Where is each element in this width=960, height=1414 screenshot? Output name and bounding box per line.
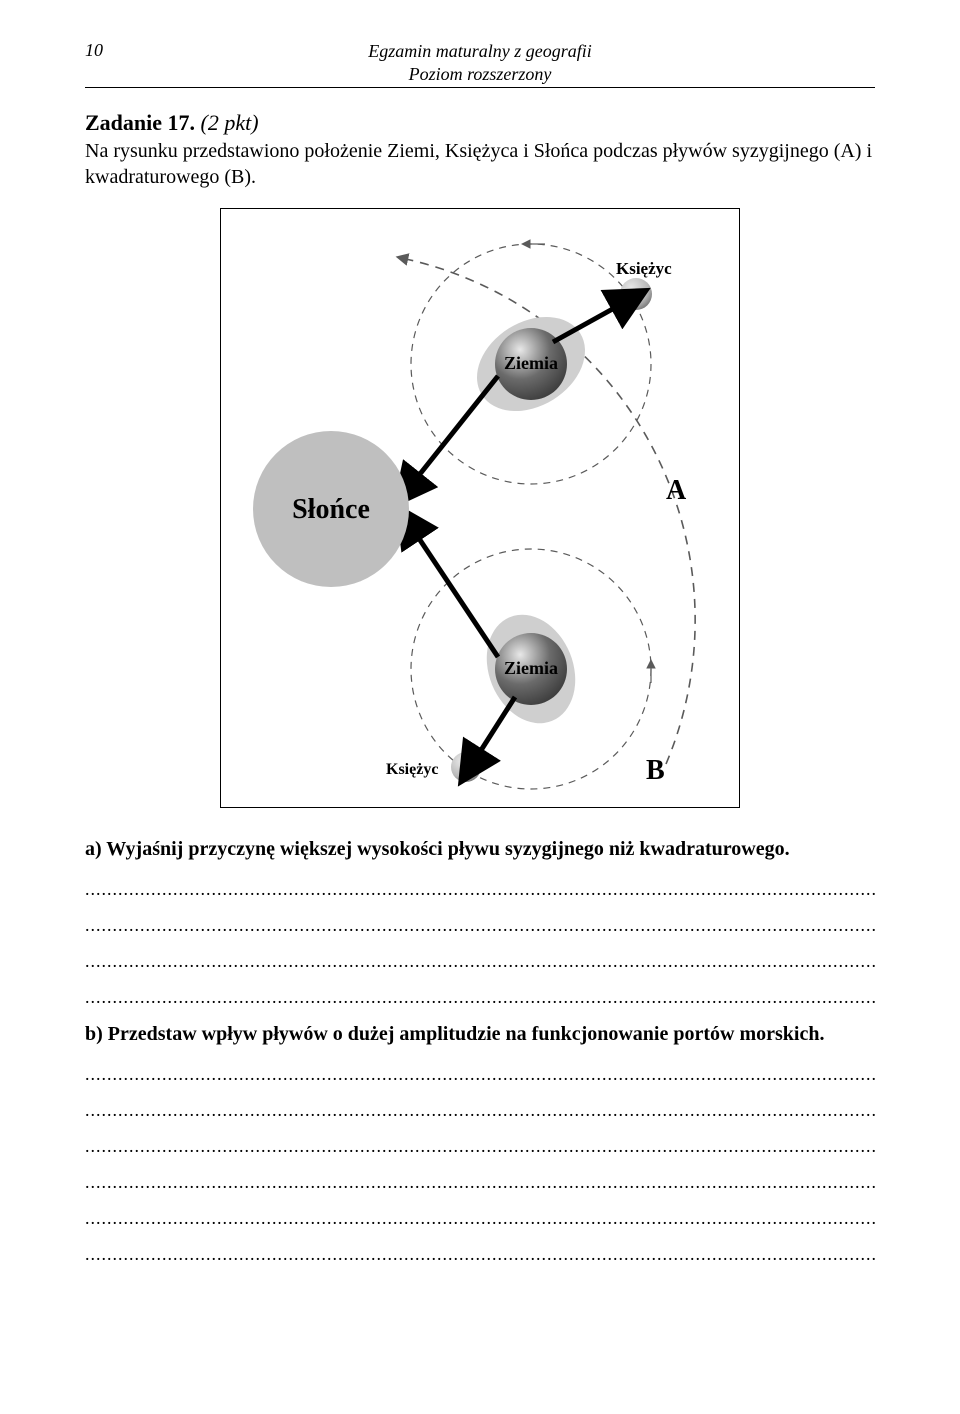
svg-text:Księżyc: Księżyc	[616, 259, 672, 278]
svg-text:Słońce: Słońce	[292, 494, 370, 525]
header-center: Egzamin maturalny z geografii Poziom roz…	[125, 40, 835, 85]
answer-line[interactable]: ........................................…	[85, 1100, 875, 1120]
task-points: (2 pkt)	[201, 110, 259, 135]
task-intro: Na rysunku przedstawiono położenie Ziemi…	[85, 138, 875, 190]
answer-line[interactable]: ........................................…	[85, 1244, 875, 1264]
answer-line[interactable]: ........................................…	[85, 1208, 875, 1228]
answer-line[interactable]: ........................................…	[85, 951, 875, 971]
answer-line[interactable]: ........................................…	[85, 1172, 875, 1192]
tide-diagram: Księżyc Ziemia A Słońce Ziemia Księżyc B	[220, 208, 740, 808]
question-a: a) Wyjaśnij przyczynę większej wysokości…	[85, 838, 875, 861]
svg-text:B: B	[646, 755, 665, 786]
svg-text:Księżyc: Księżyc	[386, 761, 438, 778]
answer-line[interactable]: ........................................…	[85, 1064, 875, 1084]
answer-line[interactable]: ........................................…	[85, 915, 875, 935]
diagram-container: Księżyc Ziemia A Słońce Ziemia Księżyc B	[85, 208, 875, 808]
answer-line[interactable]: ........................................…	[85, 1136, 875, 1156]
page-header: 10 Egzamin maturalny z geografii Poziom …	[85, 40, 875, 88]
header-line-1: Egzamin maturalny z geografii	[125, 40, 835, 63]
task-heading: Zadanie 17. (2 pkt)	[85, 110, 875, 136]
task-label: Zadanie 17.	[85, 110, 195, 135]
answer-line[interactable]: ........................................…	[85, 987, 875, 1007]
svg-text:A: A	[666, 475, 687, 506]
svg-text:Ziemia: Ziemia	[504, 353, 558, 373]
tide-svg: Księżyc Ziemia A Słońce Ziemia Księżyc B	[221, 209, 741, 809]
question-b: b) Przedstaw wpływ pływów o dużej amplit…	[85, 1023, 875, 1046]
header-line-2: Poziom rozszerzony	[125, 63, 835, 86]
answer-line[interactable]: ........................................…	[85, 879, 875, 899]
page-number: 10	[85, 40, 125, 61]
svg-text:Ziemia: Ziemia	[504, 658, 558, 678]
